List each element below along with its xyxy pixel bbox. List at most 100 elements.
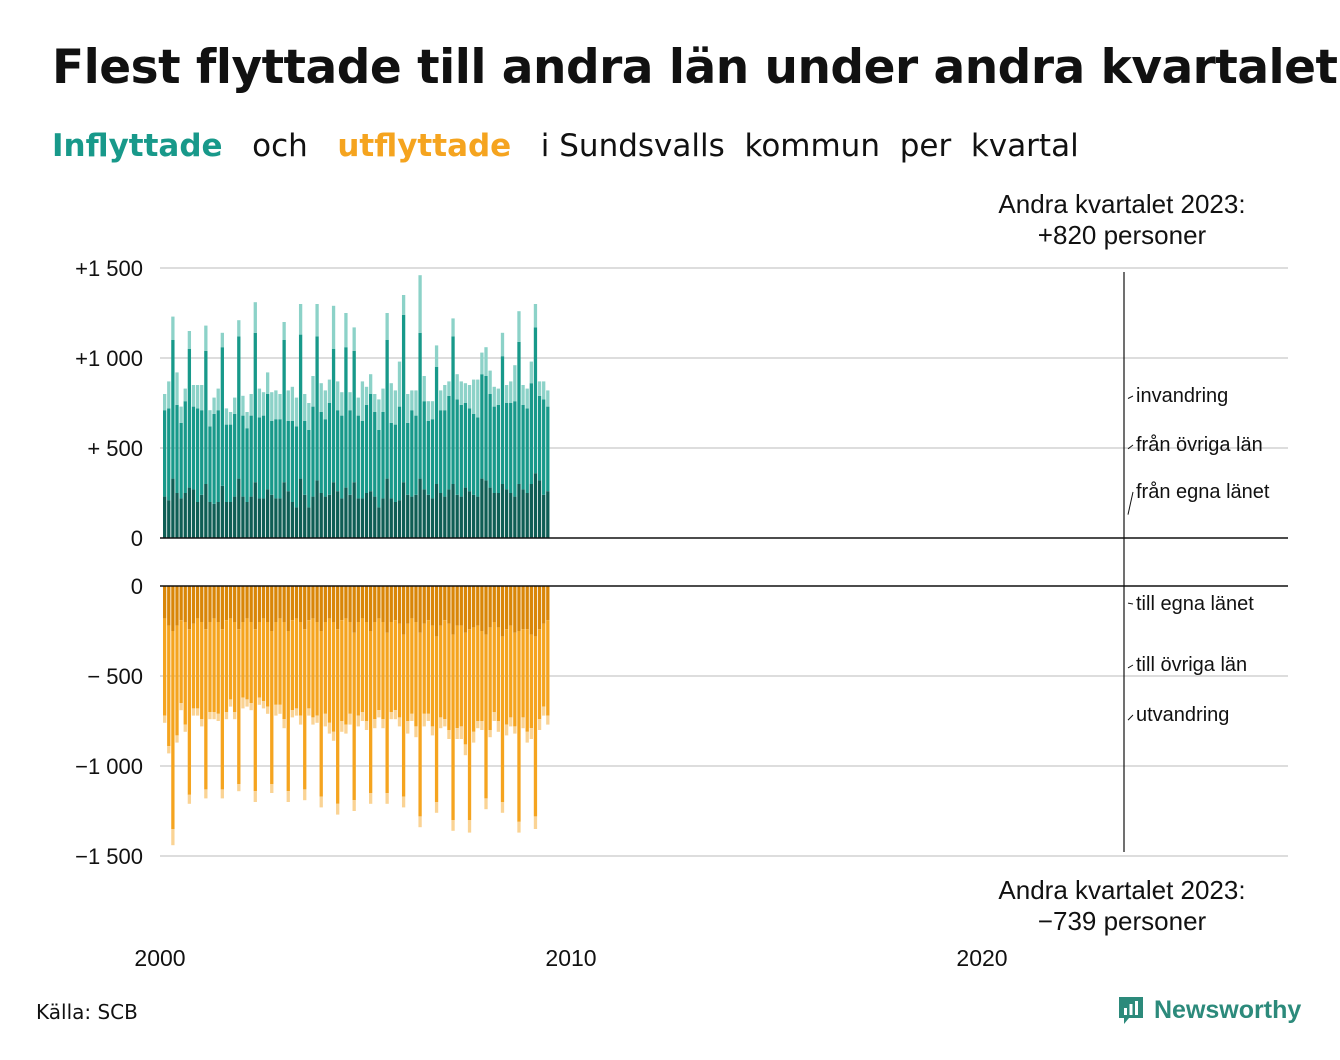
bar-till-egna-lanet — [364, 586, 369, 622]
bar-utvandring — [373, 719, 377, 729]
bar-fran-ovriga-lan — [228, 424, 233, 502]
bar-invandring — [257, 388, 262, 418]
bar-till-egna-lanet — [492, 586, 496, 622]
top-grid: 0 + 500 +1 000 +1 500 — [75, 256, 1288, 551]
bar-till-egna-lanet — [179, 586, 183, 621]
bar-fran-ovriga-lan — [513, 401, 517, 497]
bar-fran-egna-lanet — [249, 496, 253, 538]
bar-utvandring — [319, 796, 323, 808]
bar-till-ovriga-lan — [439, 625, 443, 718]
bar-fran-ovriga-lan — [336, 410, 340, 492]
bar-till-egna-lanet — [224, 586, 229, 621]
bar-utvandring — [331, 731, 336, 741]
bar-till-egna-lanet — [233, 586, 237, 622]
bar-utvandring — [443, 719, 447, 727]
bar-till-ovriga-lan — [389, 622, 393, 712]
bar-utvandring — [228, 699, 233, 707]
bar-fran-ovriga-lan — [187, 349, 192, 488]
bar-invandring — [447, 381, 451, 396]
bar-till-egna-lanet — [195, 586, 200, 619]
bar-fran-ovriga-lan — [167, 408, 171, 501]
bar-invandring — [344, 313, 348, 348]
bar-utvandring — [439, 717, 443, 729]
bar-till-ovriga-lan — [245, 618, 249, 700]
bar-till-egna-lanet — [517, 586, 521, 631]
bar-fran-ovriga-lan — [233, 413, 237, 497]
bar-till-ovriga-lan — [492, 622, 496, 712]
bar-till-egna-lanet — [385, 586, 389, 633]
bar-fran-ovriga-lan — [307, 430, 311, 508]
bar-till-egna-lanet — [476, 586, 480, 626]
bar-till-ovriga-lan — [480, 631, 484, 721]
x-tick-label: 2010 — [545, 945, 596, 971]
segment-label-top: invandring — [1136, 385, 1228, 407]
bar-utvandring — [179, 703, 183, 711]
bar-till-egna-lanet — [401, 586, 406, 635]
bar-till-egna-lanet — [327, 586, 332, 619]
bar-utvandring — [290, 710, 295, 718]
bar-fran-ovriga-lan — [529, 383, 533, 484]
bar-utvandring — [537, 719, 542, 730]
bar-fran-ovriga-lan — [422, 401, 426, 490]
bar-till-ovriga-lan — [537, 629, 542, 720]
bar-fran-ovriga-lan — [282, 340, 286, 483]
bar-fran-egna-lanet — [455, 494, 459, 538]
bar-invandring — [430, 401, 435, 420]
bar-till-ovriga-lan — [307, 620, 311, 709]
bar-till-egna-lanet — [241, 586, 245, 622]
bar-till-ovriga-lan — [418, 632, 422, 817]
bar-till-egna-lanet — [480, 586, 484, 631]
bar-fran-egna-lanet — [303, 494, 307, 538]
subtitle-och: och — [252, 128, 308, 164]
bar-fran-egna-lanet — [434, 484, 439, 538]
bar-fran-egna-lanet — [323, 496, 327, 538]
bar-fran-egna-lanet — [364, 493, 369, 538]
bar-till-egna-lanet — [451, 586, 455, 635]
chart-subtitle: Inflyttade och utflyttade i Sundsvalls k… — [52, 128, 1079, 164]
bar-till-egna-lanet — [414, 586, 418, 622]
bar-fran-egna-lanet — [311, 496, 315, 538]
bar-invandring — [537, 381, 542, 396]
bar-fran-egna-lanet — [195, 502, 200, 538]
bar-fran-egna-lanet — [290, 502, 295, 538]
bar-fran-ovriga-lan — [212, 413, 216, 504]
bar-fran-ovriga-lan — [459, 404, 463, 497]
bar-till-egna-lanet — [504, 586, 509, 630]
bar-till-egna-lanet — [212, 586, 216, 619]
bar-fran-ovriga-lan — [200, 410, 204, 495]
bar-fran-egna-lanet — [179, 498, 183, 538]
bar-invandring — [319, 383, 323, 412]
bar-till-egna-lanet — [298, 586, 303, 622]
bar-utvandring — [270, 784, 274, 793]
bar-till-egna-lanet — [439, 586, 443, 626]
bar-till-egna-lanet — [237, 586, 241, 630]
bar-fran-egna-lanet — [529, 484, 533, 538]
inflow-bars — [163, 275, 550, 538]
bar-till-egna-lanet — [381, 586, 385, 622]
bar-fran-egna-lanet — [336, 491, 340, 538]
bar-till-ovriga-lan — [179, 620, 183, 703]
bar-till-ovriga-lan — [364, 622, 369, 721]
bar-invandring — [282, 322, 286, 340]
bar-invandring — [233, 397, 237, 414]
bar-till-ovriga-lan — [533, 636, 538, 817]
bar-till-egna-lanet — [537, 586, 542, 630]
bar-invandring — [208, 410, 212, 427]
bar-till-ovriga-lan — [509, 625, 513, 718]
bar-till-egna-lanet — [303, 586, 307, 630]
bar-invandring — [542, 381, 546, 400]
bar-fran-egna-lanet — [447, 489, 451, 538]
bar-fran-ovriga-lan — [509, 403, 513, 493]
bar-fran-egna-lanet — [245, 502, 249, 538]
bar-utvandring — [167, 746, 171, 754]
bar-till-egna-lanet — [311, 586, 315, 619]
brand-name: Newsworthy — [1154, 995, 1302, 1024]
bar-utvandring — [294, 708, 299, 716]
bar-fran-ovriga-lan — [406, 422, 410, 495]
bar-fran-ovriga-lan — [364, 404, 369, 493]
bar-fran-ovriga-lan — [274, 419, 278, 499]
bar-till-egna-lanet — [228, 586, 233, 619]
bar-till-ovriga-lan — [472, 627, 476, 732]
bar-invandring — [241, 395, 245, 416]
bar-invandring — [373, 394, 377, 412]
